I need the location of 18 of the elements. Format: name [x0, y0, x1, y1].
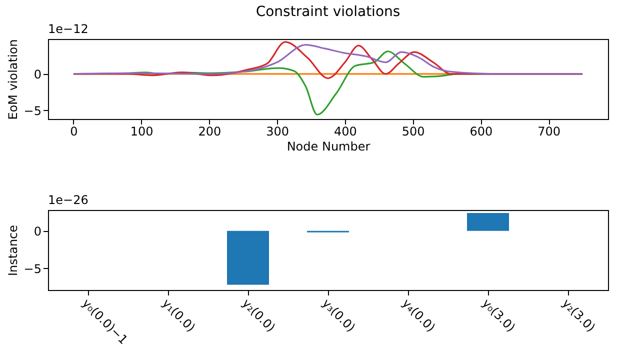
y-tick-label: −5: [24, 104, 42, 118]
x-tick-label: 0: [70, 124, 78, 138]
x-tick-label: 700: [538, 124, 561, 138]
x-tick-label: 500: [402, 124, 425, 138]
text: 1e−12: [48, 22, 88, 36]
y-tick-label: 0: [34, 224, 42, 238]
x-tick-label: 200: [198, 124, 222, 138]
x-axis-title: Node Number: [286, 140, 370, 154]
x-tick-label: 600: [470, 124, 493, 138]
y-axis-title: Instance: [6, 224, 20, 276]
y-axis-title: EoM violation: [6, 39, 20, 120]
text: 1e−26: [48, 193, 88, 207]
y-tick-label: 0: [34, 67, 42, 82]
x-tick-label: 100: [130, 124, 154, 138]
chart-title: Constraint violations: [256, 4, 400, 20]
x-tick-label: 300: [266, 124, 290, 138]
x-tick-label: 400: [334, 124, 357, 138]
y-tick-label: −5: [24, 262, 42, 276]
